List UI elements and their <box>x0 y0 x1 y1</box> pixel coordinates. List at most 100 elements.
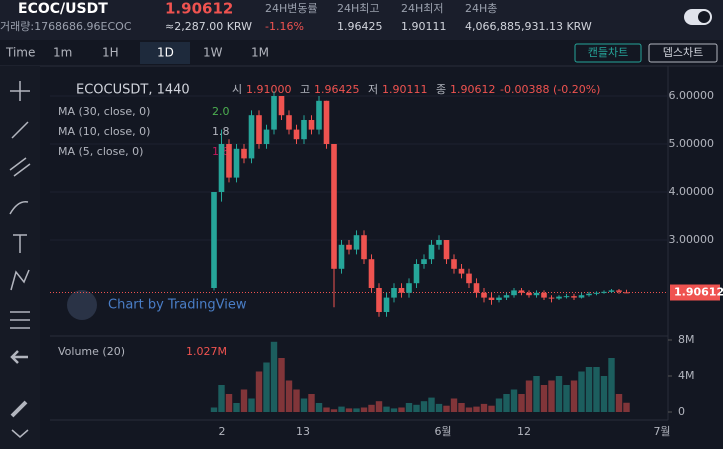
candle-body <box>511 290 517 296</box>
candle-body <box>263 129 270 144</box>
view-button[interactable] <box>648 43 718 63</box>
interval[interactable]: 1W <box>203 46 223 60</box>
volume-tick-label: 0 <box>678 405 685 418</box>
candle-body <box>346 244 352 250</box>
toggle-knob <box>698 11 710 23</box>
volume-bar <box>233 403 240 412</box>
interval[interactable]: 1H <box>102 46 119 60</box>
candle-body <box>398 288 405 293</box>
price-tick: 5.00000 <box>669 137 715 150</box>
candle-body <box>361 235 367 260</box>
volume-bar <box>398 407 405 412</box>
line-tool[interactable] <box>11 121 29 139</box>
volume-bar <box>495 398 503 412</box>
volume-bar <box>353 408 360 412</box>
pattern-tool[interactable] <box>10 269 30 291</box>
volume-bar <box>473 406 480 412</box>
volume-bar <box>308 394 315 412</box>
volume-bar <box>600 376 608 412</box>
volume-bar <box>435 403 443 412</box>
candle-body <box>293 129 300 140</box>
candle-body <box>518 290 525 293</box>
candle-body <box>271 96 277 130</box>
tool-icons <box>9 81 31 438</box>
candle-body <box>233 148 240 178</box>
volume-bar <box>218 385 225 412</box>
volume-bar <box>360 407 368 412</box>
candle-body <box>466 273 472 284</box>
volume-bar <box>548 380 555 412</box>
volume-bar <box>608 358 615 412</box>
volume-bar <box>570 380 578 412</box>
view-button[interactable] <box>574 43 642 63</box>
candle-body <box>578 295 585 298</box>
candle-body <box>248 115 255 159</box>
volume-bar <box>240 389 248 412</box>
study-name: MA (30, close, 0) <box>58 105 150 118</box>
volume-bar <box>540 385 548 412</box>
change: -0.00388 (-0.20%) <box>500 83 600 96</box>
volume-bar <box>525 380 533 412</box>
volume-bar <box>323 407 330 412</box>
volume-bar <box>278 358 285 412</box>
ohlc-key: 시 <box>232 83 242 96</box>
candle-body <box>563 296 570 298</box>
volume-bar <box>390 408 398 412</box>
ohlc-value: 1.90612 <box>450 83 496 96</box>
header-bar <box>0 0 723 40</box>
candle-body <box>218 144 225 192</box>
stat-label: 24H최저 <box>401 2 444 15</box>
candle-body <box>286 115 292 130</box>
volume-bar <box>368 404 375 412</box>
active-interval <box>140 42 190 64</box>
volume-bar <box>465 407 473 412</box>
ohlc-key: 저 <box>368 83 378 96</box>
study-name: MA (5, close, 0) <box>58 145 143 158</box>
study-value: 2.0 <box>212 105 230 118</box>
volume-bar <box>510 389 518 412</box>
candle-body <box>308 120 315 130</box>
brush-tool[interactable] <box>9 201 29 215</box>
price: 1.90612 <box>165 0 233 18</box>
volume-bar <box>428 397 435 412</box>
view-label: 캔들차트 <box>588 46 628 59</box>
tool-sidebar <box>0 66 40 449</box>
last-price-label: 1.90612 <box>674 286 723 299</box>
volume-bar <box>615 394 623 412</box>
candle-body <box>323 100 330 144</box>
candle-body <box>586 293 592 296</box>
interval[interactable]: 1M <box>251 46 269 60</box>
volume-bar <box>345 408 353 412</box>
stat-value: -1.16% <box>265 20 304 33</box>
ohlc-value: 1.91000 <box>246 83 292 96</box>
volume-bar <box>503 394 510 412</box>
volume-bar <box>405 403 413 412</box>
interval[interactable]: 1m <box>53 46 72 60</box>
volume-tick-label: 8M <box>678 333 695 346</box>
time-tick: 2 <box>219 425 226 438</box>
volume-bar <box>555 376 563 412</box>
candle-body <box>488 297 495 300</box>
volume-bar <box>330 409 338 412</box>
text-tool[interactable] <box>13 234 27 253</box>
ohlc-value: 1.90111 <box>382 83 428 96</box>
ruler-tool[interactable] <box>10 400 28 418</box>
candle-body <box>616 290 622 292</box>
stat-label: 24H총 <box>465 2 497 15</box>
stat-value: 1.96425 <box>337 20 383 33</box>
price-tick: 4.00000 <box>669 185 715 198</box>
fib-tool[interactable] <box>10 311 30 329</box>
back-tool[interactable] <box>10 350 28 364</box>
candle-body <box>533 292 540 296</box>
interval[interactable]: 1D <box>157 46 174 60</box>
channel-tool[interactable] <box>9 157 31 177</box>
ohlc-key: 종 <box>436 83 446 96</box>
collapse-tool[interactable] <box>11 429 29 438</box>
volume-bar <box>338 406 345 412</box>
volume-bar <box>458 403 465 412</box>
candle-body <box>413 264 420 284</box>
volume-bar <box>383 406 390 412</box>
crosshair-tool[interactable] <box>10 81 30 101</box>
volume-bar <box>300 398 308 412</box>
